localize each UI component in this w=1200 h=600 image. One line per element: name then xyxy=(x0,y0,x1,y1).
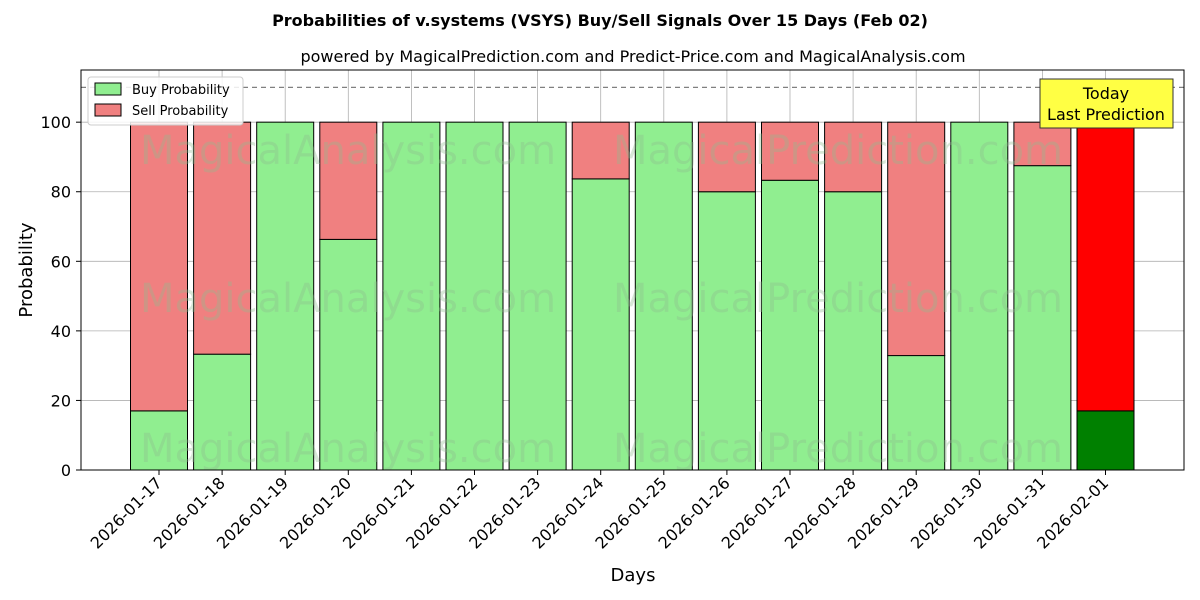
bar-buy xyxy=(1076,410,1135,471)
bars xyxy=(130,121,1135,471)
bar-buy xyxy=(824,191,883,471)
watermark-text: MagicalAnalysis.com xyxy=(140,276,556,322)
watermark-text: MagicalAnalysis.com xyxy=(140,128,556,174)
y-tick-label: 80 xyxy=(51,183,71,202)
legend-box xyxy=(87,76,244,126)
legend: Buy Probability Sell Probability xyxy=(87,76,244,126)
legend-label-buy: Buy Probability xyxy=(132,83,230,98)
y-ticks: 0 20 40 60 80 100 xyxy=(40,113,81,480)
watermark-text: MagicalPrediction.com xyxy=(613,128,1063,174)
bar-buy xyxy=(887,355,946,471)
y-tick-label: 20 xyxy=(51,391,71,410)
watermark-text: MagicalPrediction.com xyxy=(613,426,1063,472)
y-tick-label: 60 xyxy=(51,252,71,271)
watermark: MagicalAnalysis.com MagicalPrediction.com… xyxy=(140,128,1063,472)
legend-swatch-buy xyxy=(94,82,122,96)
bar-buy xyxy=(445,121,504,471)
chart-subtitle: powered by MagicalPrediction.com and Pre… xyxy=(300,47,965,66)
bar-sell xyxy=(319,121,378,240)
bar-buy xyxy=(571,178,630,471)
y-tick-label: 100 xyxy=(40,113,71,132)
bar-sell xyxy=(1076,121,1135,412)
bar-buy xyxy=(634,121,693,471)
today-line1: Today xyxy=(1082,84,1129,103)
bar-buy xyxy=(761,179,819,471)
bar-buy xyxy=(1013,165,1072,471)
bar-sell xyxy=(697,121,756,193)
bar-sell xyxy=(571,121,630,180)
legend-swatch-sell xyxy=(94,103,122,117)
bar-sell xyxy=(761,121,819,181)
bar-sell xyxy=(130,121,188,412)
bar-sell xyxy=(824,121,883,193)
bar-buy xyxy=(319,238,378,471)
bar-buy xyxy=(950,121,1009,471)
bar-buy xyxy=(382,121,441,471)
bar-buy xyxy=(193,353,252,471)
today-line2: Last Prediction xyxy=(1047,105,1165,124)
x-axis-label: Days xyxy=(611,565,656,586)
bar-buy xyxy=(508,121,567,471)
today-box xyxy=(1039,78,1174,129)
y-tick-label: 0 xyxy=(61,461,71,480)
legend-label-sell: Sell Probability xyxy=(132,104,229,119)
plot-frame xyxy=(80,69,1185,471)
x-ticks: 2026-01-172026-01-182026-01-192026-01-20… xyxy=(87,470,1112,553)
bar-sell xyxy=(1013,121,1072,167)
watermark-text: MagicalAnalysis.com xyxy=(140,426,556,472)
watermark-text: MagicalPrediction.com xyxy=(613,276,1063,322)
y-axis-label: Probability xyxy=(16,222,37,317)
chart-title: Probabilities of v.systems (VSYS) Buy/Se… xyxy=(272,11,928,30)
y-tick-label: 40 xyxy=(51,322,71,341)
today-annotation: Today Last Prediction xyxy=(1039,78,1174,129)
bar-buy xyxy=(697,191,756,471)
bar-sell xyxy=(887,121,946,357)
bar-buy xyxy=(256,121,315,471)
